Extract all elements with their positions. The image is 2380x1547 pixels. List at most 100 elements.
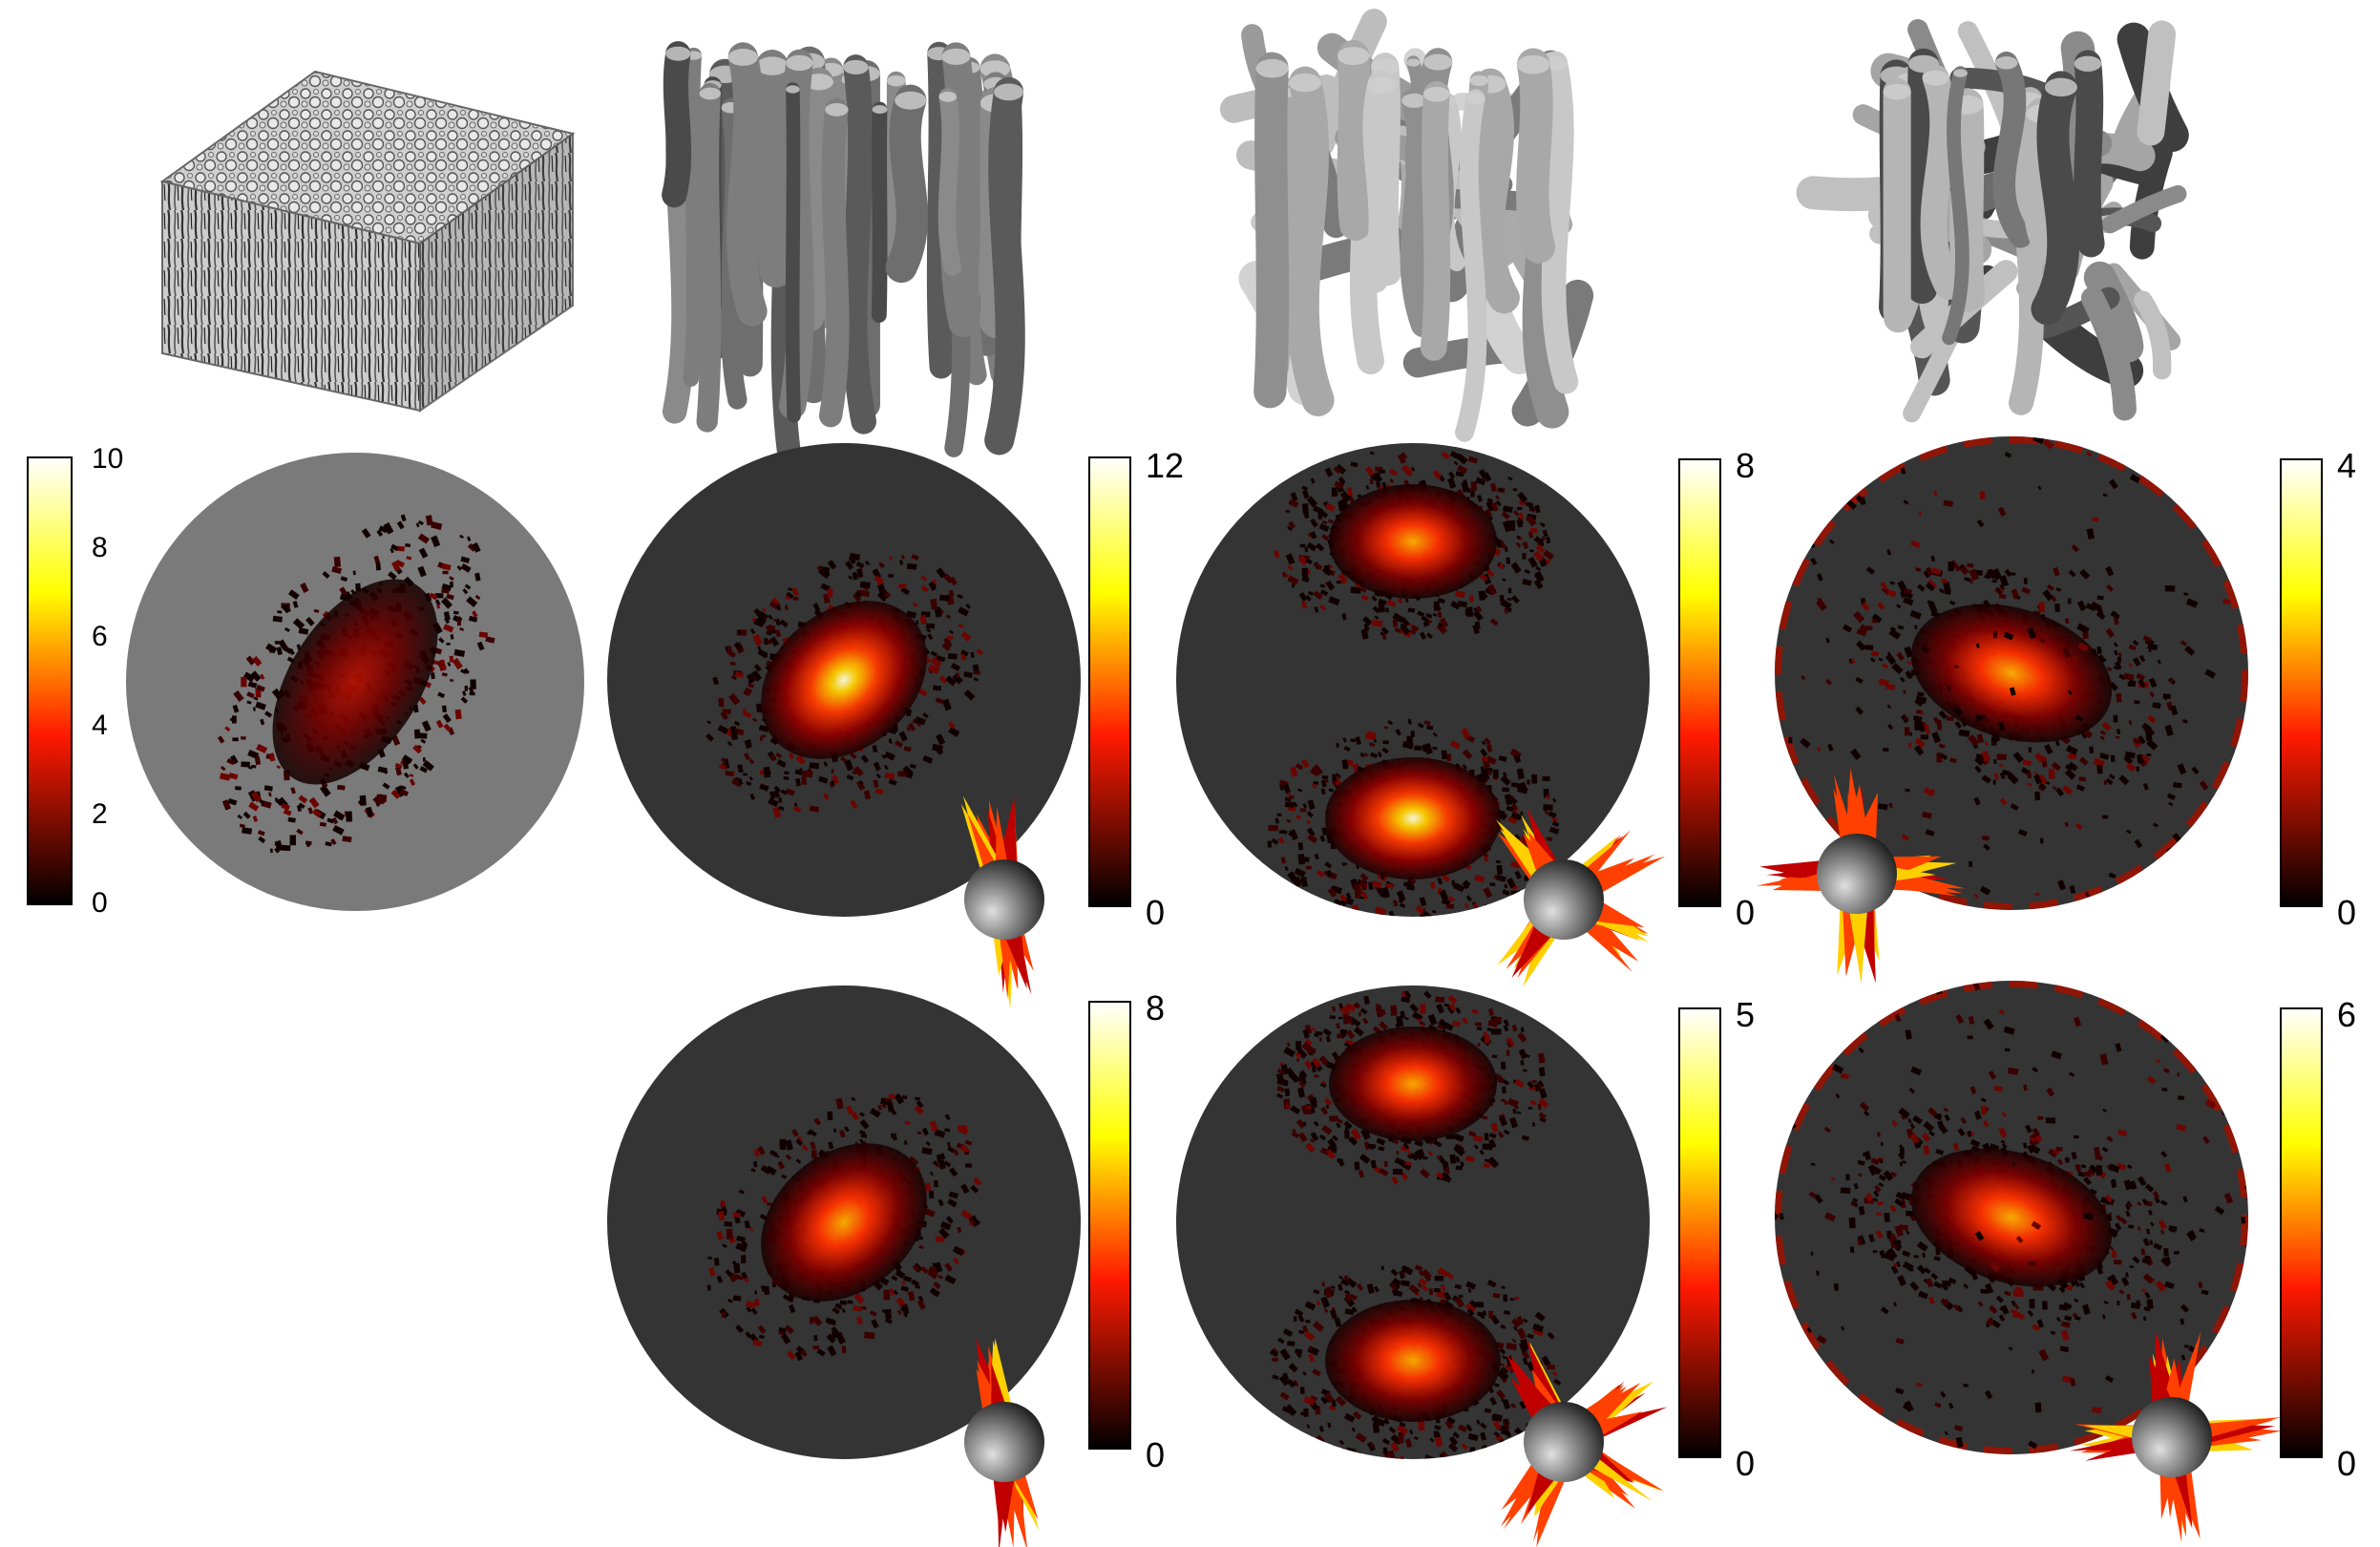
density-speck xyxy=(1884,1212,1890,1222)
density-speck xyxy=(326,817,335,824)
density-speck xyxy=(1940,752,1948,761)
density-speck xyxy=(1454,1155,1461,1163)
density-speck xyxy=(1996,753,2007,760)
density-speck xyxy=(853,766,864,777)
density-speck xyxy=(226,758,235,766)
density-speck xyxy=(1300,877,1308,888)
density-speck xyxy=(896,1309,902,1316)
density-speck xyxy=(440,597,453,609)
colorbar-tick-label: 0 xyxy=(1736,893,1756,932)
density-speck xyxy=(1876,1212,1882,1217)
density-speck xyxy=(930,650,938,657)
density-speck xyxy=(789,1295,793,1303)
odf-spike xyxy=(1587,1454,1653,1501)
density-speck xyxy=(258,836,266,844)
density-speck xyxy=(1366,1441,1377,1452)
density-speck xyxy=(1516,1327,1527,1340)
density-speck xyxy=(1310,477,1316,484)
density-speck xyxy=(928,1265,939,1275)
density-speck xyxy=(1974,765,1982,774)
density-speck xyxy=(1397,598,1403,604)
density-speck xyxy=(1502,772,1507,778)
density-speck xyxy=(1337,1283,1343,1291)
density-speck xyxy=(1401,617,1410,627)
density-speck xyxy=(1944,1113,1950,1122)
density-speck xyxy=(274,847,280,854)
density-speck xyxy=(2045,1117,2056,1124)
density-speck xyxy=(2033,752,2045,763)
density-speck xyxy=(1409,1003,1420,1013)
density-speck xyxy=(944,1113,951,1121)
density-speck xyxy=(884,772,895,780)
density-speck xyxy=(907,1290,916,1302)
density-speck xyxy=(1410,625,1420,632)
density-speck xyxy=(2177,1072,2180,1077)
density-speck xyxy=(1344,1293,1352,1303)
density-speck xyxy=(818,567,831,580)
density-speck xyxy=(1867,1233,1875,1243)
density-speck xyxy=(234,786,242,791)
density-speck xyxy=(1446,753,1452,762)
density-speck xyxy=(1374,615,1380,620)
density-speck xyxy=(2077,1171,2086,1177)
density-speck xyxy=(1886,704,1892,710)
density-speck xyxy=(1489,882,1496,887)
density-speck xyxy=(1332,491,1338,497)
density-speck xyxy=(1904,588,1912,595)
density-speck xyxy=(1948,600,1956,605)
density-speck xyxy=(256,743,268,754)
density-speck xyxy=(1449,740,1461,750)
density-speck xyxy=(1983,1018,1994,1030)
density-speck xyxy=(844,561,854,571)
density-speck xyxy=(1846,499,1858,510)
density-speck xyxy=(1426,632,1433,640)
odf-spike xyxy=(2172,1467,2193,1527)
density-speck xyxy=(1447,896,1456,902)
odf-spike xyxy=(1848,905,1868,984)
density-speck xyxy=(1319,1082,1327,1089)
density-speck xyxy=(391,561,401,572)
density-speck xyxy=(313,608,320,613)
density-speck xyxy=(1878,1182,1885,1188)
density-speck xyxy=(916,620,919,625)
density-speck xyxy=(2004,568,2012,578)
density-speck xyxy=(1399,1421,1406,1428)
density-speck xyxy=(1319,835,1326,842)
density-speck xyxy=(957,593,963,600)
density-speck xyxy=(915,1096,920,1101)
density-speck xyxy=(1923,1145,1929,1155)
density-speck xyxy=(443,723,452,732)
density-speck xyxy=(2004,1290,2011,1297)
density-speck xyxy=(2041,759,2048,768)
fibre xyxy=(871,101,888,323)
density-speck xyxy=(247,681,258,689)
density-speck xyxy=(1817,747,1821,752)
density-speck xyxy=(1775,1125,1782,1132)
density-speck xyxy=(2007,909,2012,910)
density-speck xyxy=(1432,731,1438,737)
density-speck xyxy=(1498,755,1507,762)
density-speck xyxy=(1514,834,1521,840)
density-speck xyxy=(305,841,310,848)
density-speck xyxy=(1305,865,1312,870)
density-speck xyxy=(1514,1078,1525,1089)
density-speck xyxy=(409,774,414,777)
density-speck xyxy=(1527,1333,1534,1339)
density-speck xyxy=(1314,1074,1319,1078)
density-speck xyxy=(2156,702,2160,706)
density-speck xyxy=(1486,583,1498,596)
density-speck xyxy=(828,1141,834,1150)
density-speck xyxy=(1872,1250,1878,1253)
density-speck xyxy=(1441,1172,1450,1180)
density-speck xyxy=(2013,1303,2020,1310)
density-speck xyxy=(1295,1351,1302,1359)
density-speck xyxy=(974,670,981,675)
density-speck xyxy=(2128,644,2137,651)
density-speck xyxy=(2081,1303,2091,1315)
density-speck xyxy=(1984,1282,1994,1294)
density-speck xyxy=(844,1126,850,1133)
density-speck xyxy=(945,614,952,620)
density-speck xyxy=(1369,1456,1375,1459)
density-speck xyxy=(777,1160,786,1170)
density-speck xyxy=(1801,675,1806,681)
